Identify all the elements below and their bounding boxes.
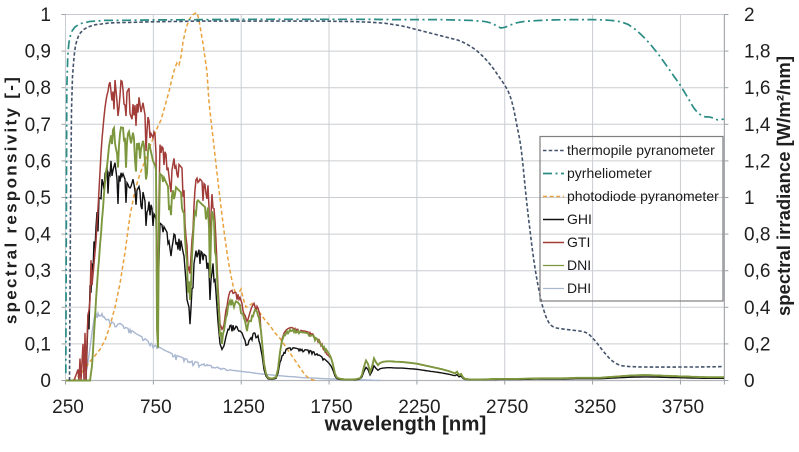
svg-text:1: 1 xyxy=(744,188,755,209)
svg-text:0,8: 0,8 xyxy=(25,78,51,99)
svg-text:1,6: 1,6 xyxy=(744,78,770,99)
svg-text:1750: 1750 xyxy=(310,397,352,418)
svg-text:GTI: GTI xyxy=(567,234,590,250)
svg-text:750: 750 xyxy=(140,397,172,418)
svg-text:0: 0 xyxy=(744,371,755,392)
svg-text:0,4: 0,4 xyxy=(744,298,771,319)
svg-text:0,1: 0,1 xyxy=(25,334,51,355)
svg-text:0,3: 0,3 xyxy=(25,261,51,282)
svg-text:1: 1 xyxy=(40,5,51,26)
svg-text:GHI: GHI xyxy=(567,211,592,227)
svg-text:0,2: 0,2 xyxy=(25,298,51,319)
svg-text:0,9: 0,9 xyxy=(25,42,51,63)
svg-text:250: 250 xyxy=(52,397,84,418)
svg-text:spectral responsivity [-]: spectral responsivity [-] xyxy=(2,75,21,324)
svg-text:2: 2 xyxy=(744,5,755,26)
svg-text:1,2: 1,2 xyxy=(744,151,770,172)
svg-text:3750: 3750 xyxy=(662,397,704,418)
svg-text:0: 0 xyxy=(40,371,51,392)
svg-text:1,4: 1,4 xyxy=(744,115,771,136)
svg-text:DNI: DNI xyxy=(567,257,591,273)
svg-text:spectral irradiance [W/m²/nm]: spectral irradiance [W/m²/nm] xyxy=(773,56,794,316)
svg-text:0,6: 0,6 xyxy=(25,151,51,172)
svg-text:0,4: 0,4 xyxy=(25,225,52,246)
svg-text:3250: 3250 xyxy=(574,397,616,418)
svg-text:DHI: DHI xyxy=(567,280,591,296)
svg-text:0,2: 0,2 xyxy=(744,334,770,355)
svg-text:2750: 2750 xyxy=(486,397,528,418)
svg-text:pyrheliometer: pyrheliometer xyxy=(567,165,652,181)
svg-text:2250: 2250 xyxy=(398,397,440,418)
svg-text:1250: 1250 xyxy=(223,397,265,418)
svg-text:0,6: 0,6 xyxy=(744,261,770,282)
svg-text:wavelength [nm]: wavelength [nm] xyxy=(324,413,487,436)
svg-text:0,7: 0,7 xyxy=(25,115,51,136)
svg-text:0,5: 0,5 xyxy=(25,188,51,209)
svg-text:0,8: 0,8 xyxy=(744,225,770,246)
svg-text:photodiode pyranometer: photodiode pyranometer xyxy=(567,188,719,204)
svg-text:thermopile pyranometer: thermopile pyranometer xyxy=(567,142,715,158)
svg-text:1,8: 1,8 xyxy=(744,42,770,63)
